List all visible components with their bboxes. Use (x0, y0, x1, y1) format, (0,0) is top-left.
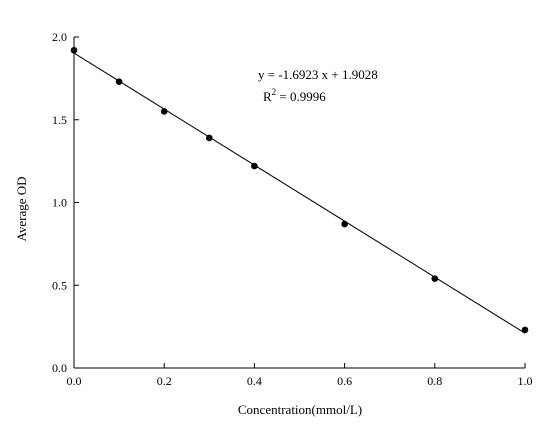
data-point (521, 326, 529, 334)
data-point (160, 108, 168, 115)
x-tick-label: 0.4 (247, 374, 262, 388)
data-points (70, 46, 529, 334)
y-tick-label: 0.0 (52, 361, 67, 375)
x-tick-label: 0.0 (67, 374, 82, 388)
r2-prefix: R (263, 89, 272, 104)
r-squared-annotation: R2 = 0.9996 (263, 87, 326, 104)
r2-superscript: 2 (272, 87, 277, 97)
x-tick-label: 0.2 (157, 374, 172, 388)
y-tick-label: 0.5 (52, 278, 67, 292)
r2-suffix: = 0.9996 (276, 89, 326, 104)
data-point (431, 275, 439, 282)
x-tick-label: 0.8 (427, 374, 442, 388)
data-point (341, 220, 348, 228)
y-axis-label: Average OD (14, 176, 29, 241)
x-tick-label: 1.0 (518, 374, 533, 388)
fit-line-group (73, 52, 526, 334)
data-point (206, 134, 213, 142)
regression-line (73, 52, 526, 334)
regression-equation: y = -1.6923 x + 1.9028 (258, 67, 378, 82)
data-point (70, 46, 78, 54)
ticks: 0.0 0.2 0.4 0.6 0.8 1.0 0.0 0.5 1.0 1.5 2.0 (52, 30, 533, 388)
x-tick-label: 0.6 (337, 374, 352, 388)
x-axis-label: Concentration(mmol/L) (238, 402, 362, 417)
axes (73, 37, 525, 369)
y-tick-label: 1.0 (52, 196, 67, 210)
data-point (115, 78, 123, 85)
data-point (251, 162, 258, 170)
y-tick-label: 1.5 (52, 113, 67, 127)
y-tick-label: 2.0 (52, 30, 67, 44)
